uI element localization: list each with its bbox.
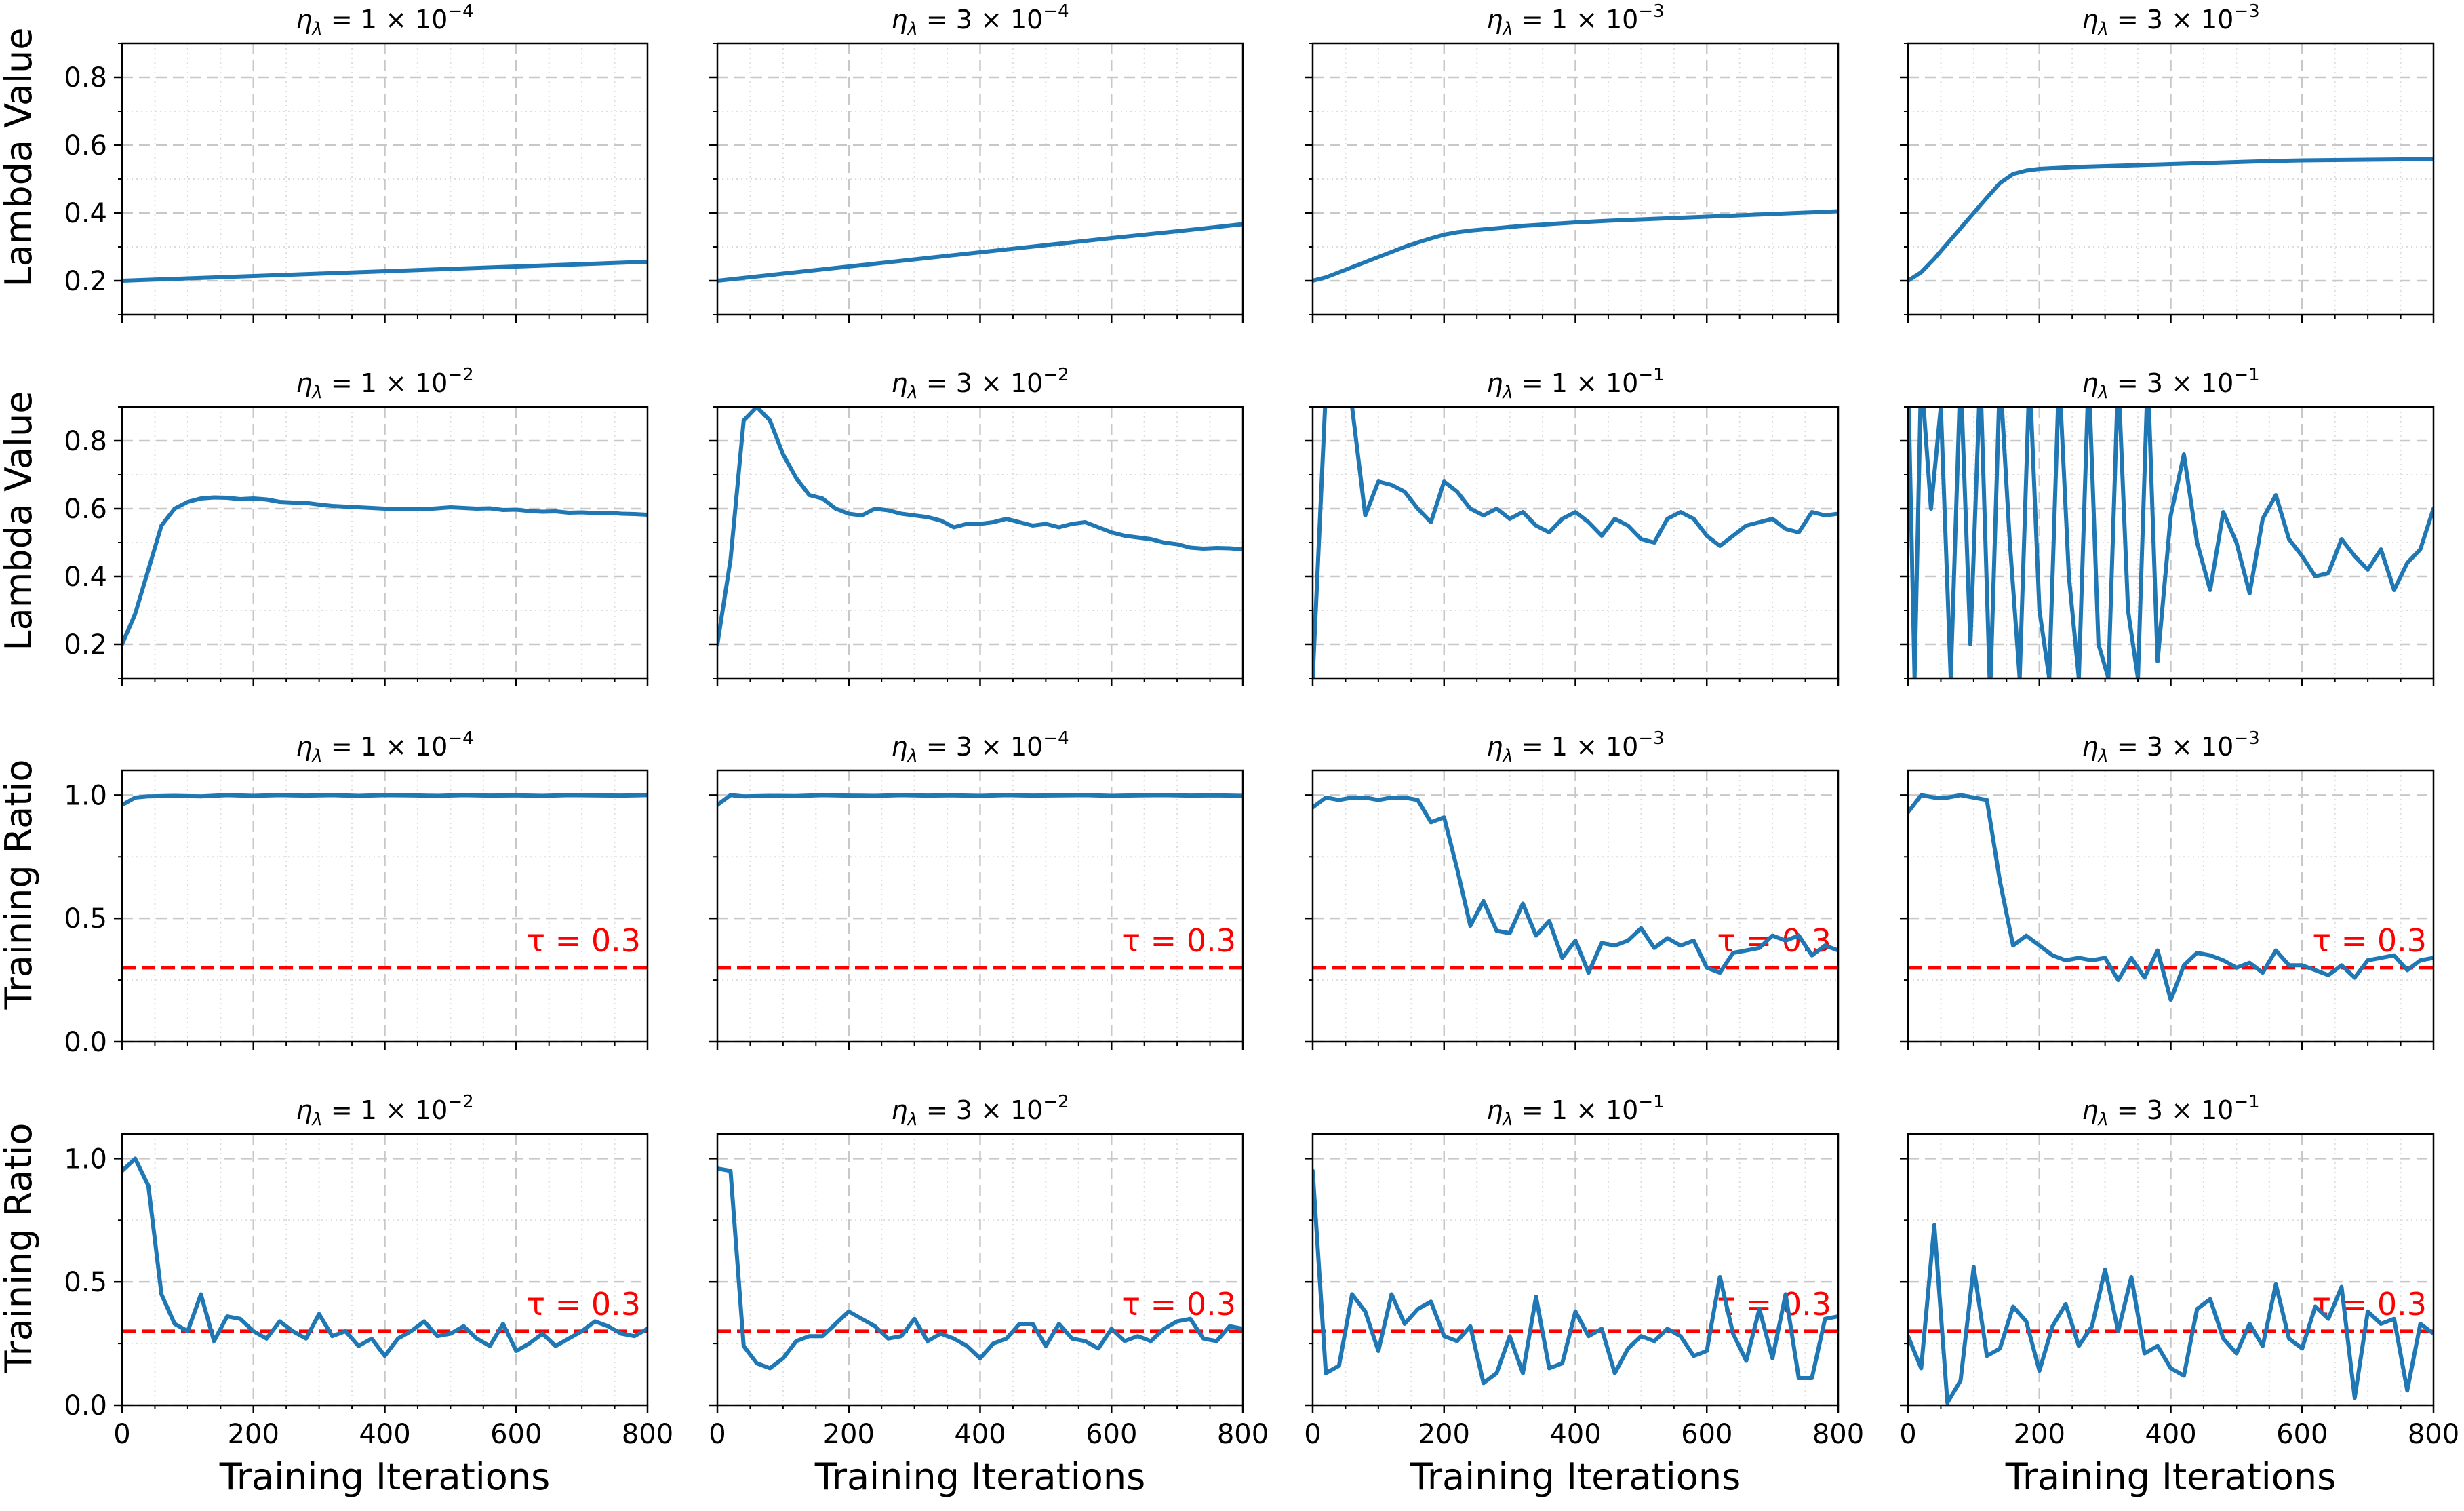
- series-line-ratio: [1908, 1223, 2433, 1405]
- panel-title: ηλ = 1 × 10−3: [1486, 1, 1664, 39]
- subplot-3-2: τ = 0.3 0 200 400 600 800 ηλ = 1 × 10−1 Trainin…: [1304, 1092, 1864, 1498]
- series-line-ratio: [1908, 793, 2433, 1002]
- ylabel-row-3: Training Ratio: [0, 1123, 40, 1374]
- x-tick-label: 400: [954, 1419, 1006, 1450]
- panel-title: ηλ = 1 × 10−4: [296, 728, 473, 766]
- panel-title: ηλ = 3 × 10−2: [891, 365, 1069, 403]
- x-tick-label: 0: [113, 1419, 130, 1450]
- series-line-ratio: [717, 1166, 1243, 1371]
- y-tick-label: 0.2: [64, 266, 107, 297]
- series-line-lambda: [122, 260, 648, 283]
- y-tick-label: 0.8: [64, 62, 107, 94]
- y-tick-label: 0.4: [64, 562, 107, 593]
- x-tick-label: 200: [2014, 1419, 2065, 1450]
- ylabel-row-1: Lambda Value: [0, 391, 40, 651]
- x-axis-label: Training Iterations: [219, 1455, 550, 1498]
- series-line-lambda: [1908, 157, 2433, 283]
- panel-title: ηλ = 1 × 10−1: [1486, 365, 1664, 403]
- y-tick-label: 0.0: [64, 1027, 107, 1058]
- threshold-label: τ = 0.3: [1121, 922, 1236, 959]
- series-line-ratio: [717, 793, 1243, 807]
- x-tick-label: 400: [1549, 1419, 1601, 1450]
- subplot-3-1: τ = 0.3 0 200 400 600 800 ηλ = 3 × 10−2 Trainin…: [709, 1092, 1269, 1498]
- series-line-ratio: [1313, 796, 1838, 975]
- x-tick-label: 200: [228, 1419, 279, 1450]
- subplot-0-1: ηλ = 3 × 10−4: [709, 1, 1244, 323]
- x-tick-label: 600: [2276, 1419, 2328, 1450]
- x-tick-label: 200: [823, 1419, 875, 1450]
- x-tick-label: 600: [1086, 1419, 1137, 1450]
- y-tick-label: 0.2: [64, 629, 107, 661]
- x-tick-label: 800: [2408, 1419, 2459, 1450]
- x-tick-label: 600: [490, 1419, 542, 1450]
- subplot-1-3: ηλ = 3 × 10−1: [1900, 365, 2435, 686]
- panel-title: ηλ = 3 × 10−4: [891, 1, 1069, 39]
- subplot-2-0: τ = 0.3 0.0 0.5 1.0 ηλ = 1 × 10−4: [64, 728, 649, 1058]
- y-tick-label: 1.0: [64, 780, 107, 811]
- x-tick-label: 0: [1304, 1419, 1321, 1450]
- panel-title: ηλ = 1 × 10−2: [296, 365, 473, 403]
- panel-title: ηλ = 1 × 10−1: [1486, 1092, 1664, 1130]
- subplot-0-3: ηλ = 3 × 10−3: [1900, 1, 2435, 323]
- threshold-label: τ = 0.3: [526, 1286, 641, 1322]
- subplot-1-0: 0.2 0.4 0.6 0.8 ηλ = 1 × 10−2: [64, 365, 649, 686]
- subplot-1-2: ηλ = 1 × 10−1: [1305, 365, 1840, 686]
- x-tick-label: 200: [1418, 1419, 1470, 1450]
- subplot-0-2: ηλ = 1 × 10−3: [1305, 1, 1840, 323]
- x-tick-label: 0: [1899, 1419, 1916, 1450]
- ylabel-row-0: Lambda Value: [0, 28, 40, 288]
- x-tick-label: 800: [1812, 1419, 1864, 1450]
- series-line-lambda: [1908, 407, 2433, 678]
- x-tick-label: 800: [622, 1419, 673, 1450]
- subplot-0-0: 0.2 0.4 0.6 0.8 ηλ = 1 × 10−4: [64, 1, 649, 323]
- y-tick-label: 0.5: [64, 903, 107, 935]
- y-tick-label: 1.0: [64, 1143, 107, 1175]
- threshold-label: τ = 0.3: [526, 922, 641, 959]
- series-line-lambda: [1313, 407, 1838, 678]
- x-tick-label: 0: [709, 1419, 726, 1450]
- panel-title: ηλ = 1 × 10−4: [296, 1, 473, 39]
- panel-title: ηλ = 3 × 10−3: [2082, 728, 2259, 766]
- series-line-lambda: [717, 407, 1243, 646]
- y-tick-label: 0.8: [64, 426, 107, 457]
- threshold-label: τ = 0.3: [1121, 1286, 1236, 1322]
- panel-title: ηλ = 1 × 10−3: [1486, 728, 1664, 766]
- series-line-lambda: [1313, 209, 1838, 283]
- panel-title: ηλ = 1 × 10−2: [296, 1092, 473, 1130]
- x-axis-label: Training Iterations: [1410, 1455, 1741, 1498]
- threshold-label: τ = 0.3: [1717, 1286, 1831, 1322]
- series-line-ratio: [122, 793, 648, 807]
- series-line-ratio: [122, 1156, 648, 1358]
- ylabel-row-2: Training Ratio: [0, 760, 40, 1010]
- series-line-lambda: [717, 222, 1243, 283]
- subplot-2-2: τ = 0.3ηλ = 1 × 10−3: [1305, 728, 1840, 1050]
- panel-title: ηλ = 3 × 10−2: [891, 1092, 1069, 1130]
- x-tick-label: 800: [1217, 1419, 1269, 1450]
- y-tick-label: 0.0: [64, 1390, 107, 1421]
- y-tick-label: 0.6: [64, 494, 107, 525]
- x-tick-label: 400: [2145, 1419, 2196, 1450]
- row-ylabels: Lambda Value Lambda Value Training Ratio…: [0, 28, 40, 1374]
- y-tick-label: 0.5: [64, 1267, 107, 1298]
- subplot-3-0: τ = 0.3 0 200 400 600 800 0.0 0.5 1.0 ηλ = 1 × 10…: [64, 1092, 673, 1498]
- panel-title: ηλ = 3 × 10−1: [2082, 365, 2259, 403]
- subplot-2-3: τ = 0.3 ηλ = 3 × 10−3: [1900, 728, 2435, 1050]
- x-axis-label: Training Iterations: [814, 1455, 1145, 1498]
- series-line-lambda: [122, 495, 648, 646]
- x-axis-label: Training Iterations: [2005, 1455, 2336, 1498]
- subplot-grid: 0.2 0.4 0.6 0.8 ηλ = 1 × 10−4 ηλ = 3 × 10−4 ηλ…: [64, 1, 2459, 1498]
- subplot-2-1: τ = 0.3 ηλ = 3 × 10−4: [709, 728, 1244, 1050]
- threshold-label: τ = 0.3: [2312, 922, 2427, 959]
- y-tick-label: 0.6: [64, 130, 107, 161]
- subplot-1-1: ηλ = 3 × 10−2: [709, 365, 1244, 686]
- x-tick-label: 600: [1681, 1419, 1732, 1450]
- panel-title: ηλ = 3 × 10−1: [2082, 1092, 2259, 1130]
- x-tick-label: 400: [359, 1419, 410, 1450]
- panel-title: ηλ = 3 × 10−3: [2082, 1, 2259, 39]
- series-line-ratio: [1313, 1169, 1838, 1386]
- panel-title: ηλ = 3 × 10−4: [891, 728, 1069, 766]
- y-tick-label: 0.4: [64, 198, 107, 229]
